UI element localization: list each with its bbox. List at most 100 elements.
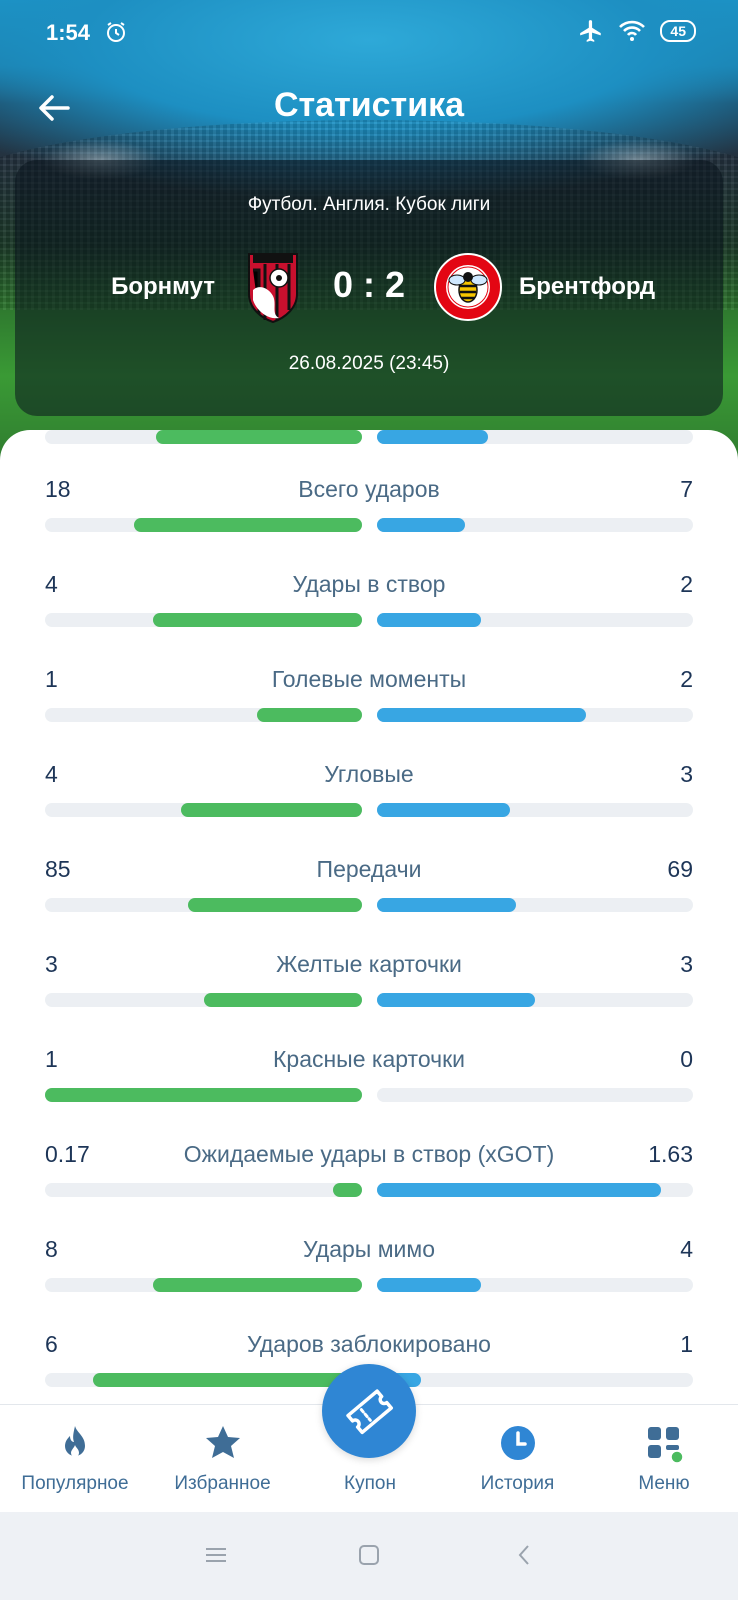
match-datetime: 26.08.2025 (23:45) bbox=[288, 353, 450, 374]
nav-label: История bbox=[480, 1473, 555, 1494]
star-icon bbox=[205, 1426, 240, 1458]
stat-label: Угловые bbox=[324, 761, 414, 787]
recent-apps-icon[interactable] bbox=[203, 1542, 229, 1568]
stat-row-shots-off-target: 8 Удары мимо 4 bbox=[45, 1220, 693, 1315]
away-value: 3 bbox=[680, 761, 693, 787]
home-value: 4 bbox=[45, 571, 58, 597]
stat-row-corners: 4 Угловые 3 bbox=[45, 745, 693, 840]
home-value: 1 bbox=[45, 666, 58, 692]
nav-coupon[interactable]: Купон bbox=[295, 1405, 445, 1513]
back-icon[interactable] bbox=[512, 1542, 538, 1568]
away-team-name: Брентфорд bbox=[519, 273, 656, 300]
stat-label: Ударов заблокировано bbox=[247, 1331, 491, 1357]
stat-row-blocked-shots: 6 Ударов заблокировано 1 bbox=[45, 1315, 693, 1405]
stadium-header: 1:54 45 Статистика Футбол. Англия. Кубок… bbox=[0, 0, 738, 470]
clock-icon bbox=[500, 1426, 535, 1460]
wifi-icon bbox=[619, 20, 646, 41]
away-value: 7 bbox=[680, 476, 693, 502]
away-bar-fill bbox=[377, 1278, 482, 1292]
home-bar-fill bbox=[203, 993, 362, 1007]
nav-menu[interactable]: Меню bbox=[590, 1405, 738, 1513]
home-icon[interactable] bbox=[356, 1542, 382, 1568]
back-arrow-icon[interactable] bbox=[34, 88, 74, 128]
home-team-name: Борнмут bbox=[111, 273, 215, 300]
away-bar-fill bbox=[377, 993, 535, 1007]
coupon-button[interactable] bbox=[322, 1364, 416, 1458]
status-time: 1:54 bbox=[46, 20, 91, 45]
home-value: 85 bbox=[45, 856, 71, 882]
battery-indicator: 45 bbox=[660, 20, 696, 42]
stat-row-partial bbox=[45, 430, 693, 467]
away-bar-track bbox=[377, 993, 693, 1007]
away-team-logo bbox=[434, 253, 502, 321]
home-bar-fill bbox=[92, 1373, 362, 1387]
away-bar-fill bbox=[377, 898, 517, 912]
home-bar-track bbox=[45, 613, 362, 627]
system-navigation-bar bbox=[0, 1512, 738, 1600]
home-bar-fill bbox=[152, 1278, 362, 1292]
home-bar-fill bbox=[181, 803, 362, 817]
stat-row-passes: 85 Передачи 69 bbox=[45, 840, 693, 935]
stat-label: Всего ударов bbox=[298, 476, 440, 502]
home-value: 0.17 bbox=[45, 1141, 90, 1167]
home-team-logo bbox=[248, 253, 298, 324]
home-bar-track bbox=[45, 1278, 362, 1292]
away-bar-track bbox=[377, 613, 693, 627]
away-value: 2 bbox=[680, 666, 693, 692]
nav-label: Меню bbox=[638, 1473, 690, 1494]
away-value: 69 bbox=[667, 856, 693, 882]
away-bar-fill bbox=[377, 613, 482, 627]
status-bar: 1:54 45 bbox=[0, 0, 738, 68]
stat-label: Желтые карточки bbox=[276, 951, 462, 977]
away-value: 2 bbox=[680, 571, 693, 597]
home-bar-fill bbox=[155, 430, 362, 444]
home-bar-track bbox=[45, 1088, 362, 1102]
match-score: 0 : 2 bbox=[332, 264, 406, 305]
menu-grid-icon bbox=[648, 1427, 684, 1463]
league-name: Футбол. Англия. Кубок лиги bbox=[247, 194, 491, 215]
nav-history[interactable]: История bbox=[445, 1405, 590, 1513]
stat-row-shots-on-target: 4 Удары в створ 2 bbox=[45, 555, 693, 650]
home-bar-fill bbox=[133, 518, 362, 532]
away-value: 3 bbox=[680, 951, 693, 977]
nav-label: Избранное bbox=[174, 1473, 271, 1494]
nav-popular[interactable]: Популярное bbox=[0, 1405, 150, 1513]
away-bar-fill bbox=[377, 708, 586, 722]
away-bar-fill bbox=[377, 518, 466, 532]
stat-label: Передачи bbox=[316, 856, 422, 882]
stat-label: Красные карточки bbox=[273, 1046, 465, 1072]
home-bar-fill bbox=[333, 1183, 362, 1197]
away-bar-track bbox=[377, 1183, 693, 1197]
stat-label: Голевые моменты bbox=[271, 666, 467, 692]
away-bar-track bbox=[377, 898, 693, 912]
away-value: 0 bbox=[680, 1046, 693, 1072]
away-bar-fill bbox=[377, 1183, 662, 1197]
away-bar-track bbox=[377, 803, 693, 817]
home-value: 18 bbox=[45, 476, 71, 502]
stat-row-big-chances: 1 Голевые моменты 2 bbox=[45, 650, 693, 745]
home-value: 8 bbox=[45, 1236, 58, 1262]
away-bar-track bbox=[377, 1088, 693, 1102]
home-bar-fill bbox=[152, 613, 362, 627]
home-bar-track bbox=[45, 518, 362, 532]
away-value: 1.63 bbox=[648, 1141, 693, 1167]
away-value: 4 bbox=[680, 1236, 693, 1262]
away-bar-track bbox=[377, 1373, 693, 1387]
home-bar-fill bbox=[187, 898, 362, 912]
away-bar-track bbox=[377, 1278, 693, 1292]
home-bar-track bbox=[45, 803, 362, 817]
home-bar-track bbox=[45, 430, 362, 444]
nav-label: Купон bbox=[344, 1473, 396, 1494]
home-bar-fill bbox=[257, 708, 362, 722]
away-bar-track bbox=[377, 430, 693, 444]
stats-list[interactable]: 18 Всего ударов 7 4 Удары в створ 2 1 Го… bbox=[0, 430, 738, 1405]
stat-label: Ожидаемые удары в створ (xGOT) bbox=[183, 1141, 555, 1167]
home-value: 6 bbox=[45, 1331, 58, 1357]
home-bar-track bbox=[45, 1183, 362, 1197]
away-bar-fill bbox=[377, 430, 488, 444]
stat-row-yellow-cards: 3 Желтые карточки 3 bbox=[45, 935, 693, 1030]
home-bar-track bbox=[45, 1373, 362, 1387]
stat-row-xgot: 0.17 Ожидаемые удары в створ (xGOT) 1.63 bbox=[45, 1125, 693, 1220]
nav-favorites[interactable]: Избранное bbox=[150, 1405, 295, 1513]
airplane-icon bbox=[580, 20, 602, 42]
